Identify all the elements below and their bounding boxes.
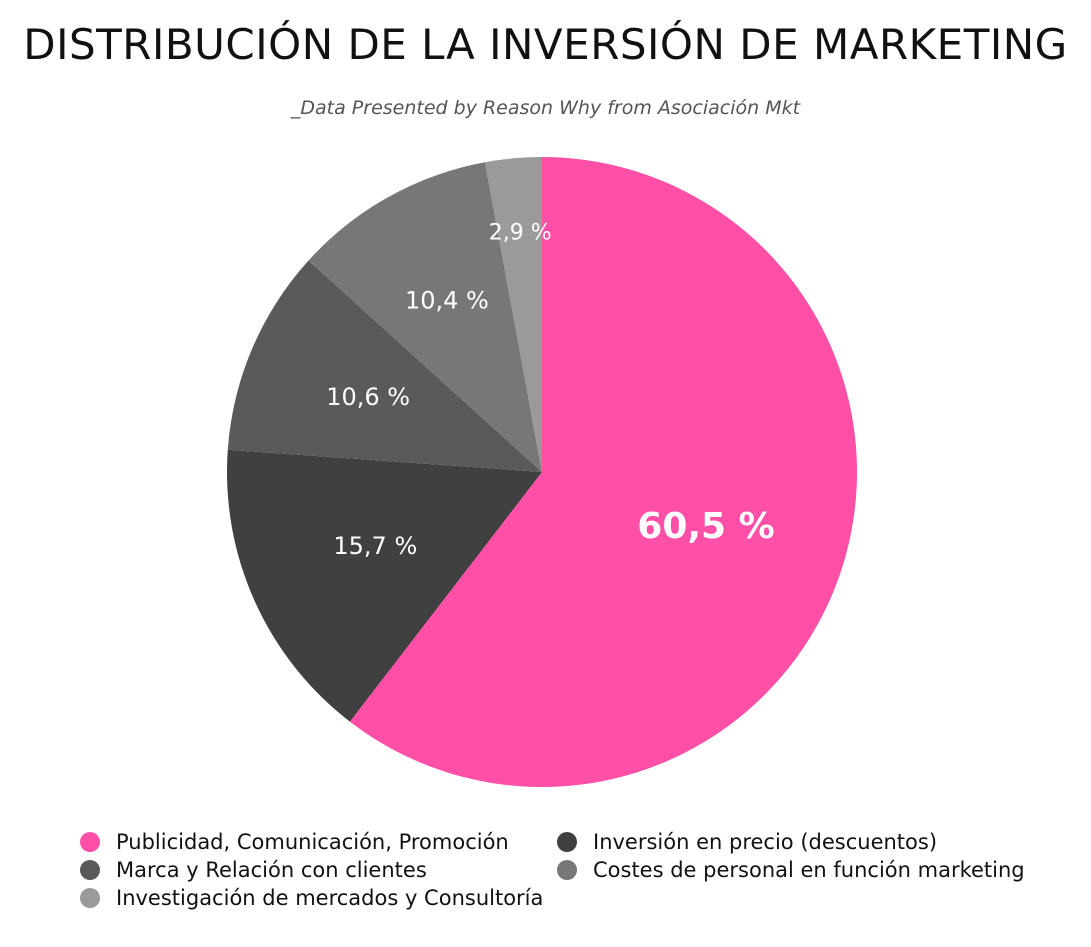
chart-legend: Publicidad, Comunicación, Promoción Inve… (80, 830, 1060, 930)
legend-item-publicidad: Publicidad, Comunicación, Promoción (80, 830, 509, 854)
slice-label-publicidad: 60,5 % (637, 506, 774, 547)
pie-slice-inversion-precio (226, 449, 542, 722)
pie-slice-publicidad (349, 157, 858, 787)
legend-label-investigacion: Investigación de mercados y Consultoría (116, 886, 544, 910)
slice-label-inversion-precio: 15,7 % (333, 532, 417, 560)
slice-label-costes-personal: 10,4 % (405, 286, 489, 314)
pie-slice-labels: 60,5 % 15,7 % 10,6 % 10,4 % 2,9 % (326, 221, 775, 560)
legend-item-marca-relacion: Marca y Relación con clientes (80, 858, 427, 882)
slice-label-marca-relacion: 10,6 % (326, 383, 410, 411)
chart-title: DISTRIBUCIÓN DE LA INVERSIÓN DE MARKETIN… (23, 20, 1068, 69)
legend-label-marca-relacion: Marca y Relación con clientes (116, 858, 427, 882)
legend-label-inversion-precio: Inversión en precio (descuentos) (593, 830, 938, 854)
legend-item-costes-personal: Costes de personal en función marketing (557, 858, 1025, 882)
pie-slice-marca-relacion (227, 260, 543, 472)
legend-item-investigacion: Investigación de mercados y Consultoría (80, 886, 543, 910)
pie-slice-costes-personal (308, 162, 542, 472)
chart-subtitle: _Data Presented by Reason Why from Asoci… (290, 97, 801, 119)
legend-swatch-investigacion (80, 888, 100, 908)
slice-label-investigacion: 2,9 % (489, 221, 552, 246)
legend-item-inversion-precio: Inversión en precio (descuentos) (557, 830, 937, 854)
pie-slices (226, 157, 858, 787)
legend-swatch-publicidad (80, 832, 100, 852)
legend-swatch-marca-relacion (80, 860, 100, 880)
legend-label-publicidad: Publicidad, Comunicación, Promoción (116, 830, 509, 854)
pie-slice-investigacion (484, 157, 542, 472)
legend-swatch-inversion-precio (557, 832, 577, 852)
legend-swatch-costes-personal (557, 860, 577, 880)
legend-label-costes-personal: Costes de personal en función marketing (593, 858, 1025, 882)
